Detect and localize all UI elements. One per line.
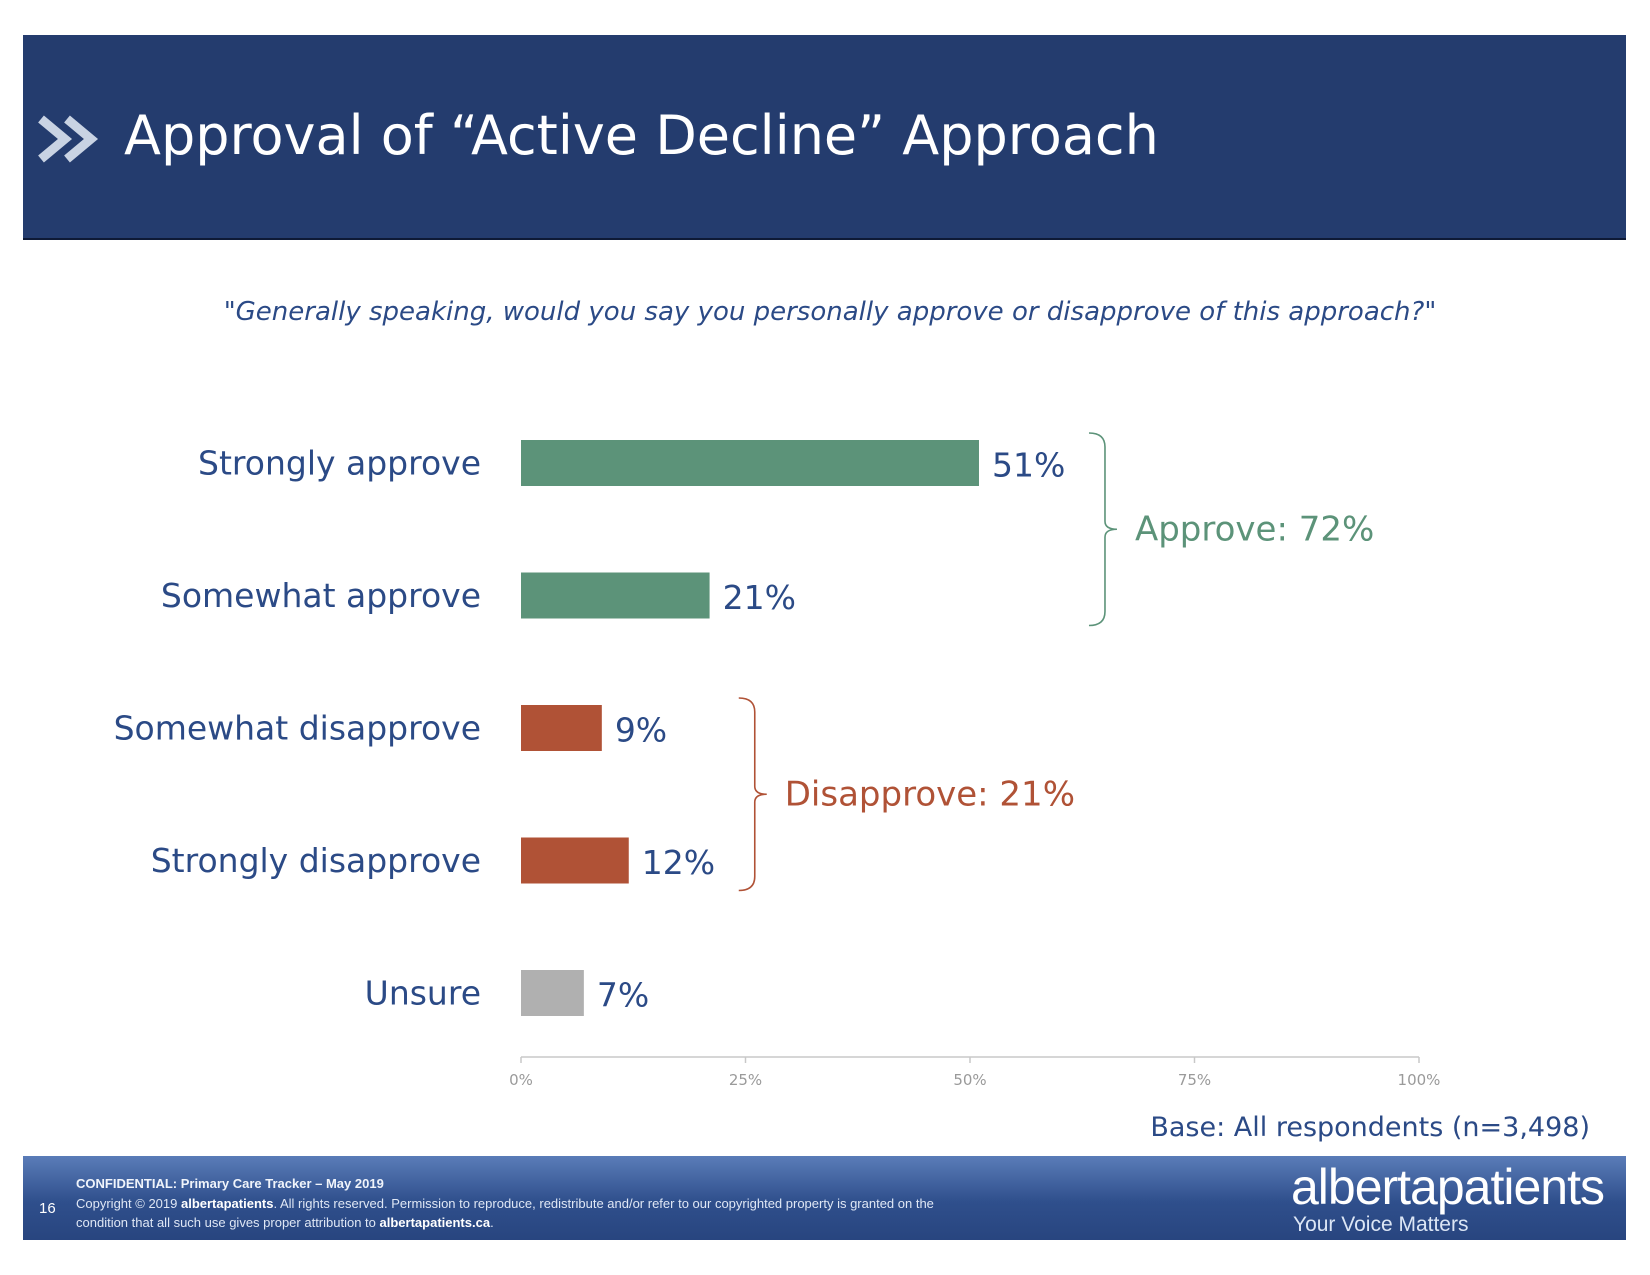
group-bracket-0	[1088, 432, 1117, 627]
copyright-note: Copyright © 2019 albertapatients. All ri…	[76, 1194, 976, 1232]
value-label-1: 21%	[723, 578, 796, 617]
brand-tagline: Your Voice Matters	[1292, 1213, 1469, 1236]
value-label-3: 12%	[642, 843, 715, 882]
group-total-label-0: Approve: 72%	[1135, 509, 1374, 549]
slide-title: Approval of “Active Decline” Approach	[124, 104, 1159, 167]
copyright-site: albertapatients.ca	[379, 1215, 491, 1230]
category-label-4: Unsure	[365, 974, 481, 1013]
value-label-0: 51%	[992, 446, 1065, 485]
copyright-brand: albertapatients	[180, 1196, 274, 1211]
brand-logo: albertapatients Your Voice Matters	[1290, 1159, 1605, 1236]
copyright-text-2: . All rights reserved. Permission to rep…	[76, 1196, 934, 1230]
value-label-2: 9%	[615, 711, 667, 750]
bar-1	[521, 572, 710, 619]
category-label-2: Somewhat disapprove	[114, 709, 481, 748]
confidential-note: CONFIDENTIAL: Primary Care Tracker – May…	[76, 1176, 384, 1191]
x-tick-label-0: 0%	[509, 1071, 533, 1089]
category-label-0: Strongly approve	[198, 444, 481, 483]
x-tick-label-4: 100%	[1398, 1071, 1441, 1089]
survey-question: "Generally speaking, would you say you p…	[223, 297, 1437, 327]
category-label-1: Somewhat approve	[161, 576, 481, 615]
bar-3	[521, 837, 629, 884]
bar-2	[521, 705, 602, 751]
category-label-3: Strongly disapprove	[151, 841, 481, 880]
group-bracket-1	[738, 697, 767, 892]
slide-footer: 16 CONFIDENTIAL: Primary Care Tracker – …	[23, 1156, 1626, 1240]
x-tick-label-2: 50%	[953, 1071, 986, 1089]
group-total-label-1: Disapprove: 21%	[785, 774, 1075, 814]
bar-4	[521, 970, 584, 1016]
copyright-text-3: .	[490, 1215, 494, 1230]
base-note: Base: All respondents (n=3,498)	[1150, 1112, 1590, 1143]
copyright-text-1: Copyright © 2019	[76, 1196, 181, 1211]
double-chevron-icon	[38, 115, 99, 163]
bar-0	[521, 440, 979, 486]
brand-name: albertapatients	[1290, 1159, 1605, 1215]
page-number: 16	[39, 1200, 56, 1217]
x-tick-label-3: 75%	[1178, 1071, 1211, 1089]
slide-header: Approval of “Active Decline” Approach	[23, 35, 1626, 240]
value-label-4: 7%	[597, 976, 649, 1015]
x-tick-label-1: 25%	[729, 1071, 762, 1089]
